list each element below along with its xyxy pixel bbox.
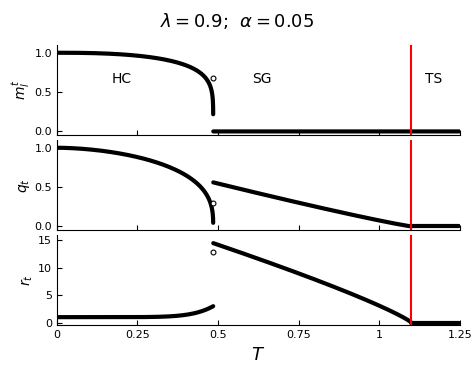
- X-axis label: $T$: $T$: [251, 346, 265, 364]
- Text: HC: HC: [111, 72, 131, 86]
- Text: TS: TS: [425, 72, 442, 86]
- Y-axis label: $m_l^t$: $m_l^t$: [10, 80, 32, 100]
- Text: SG: SG: [253, 72, 272, 86]
- Y-axis label: $r_t$: $r_t$: [20, 274, 35, 286]
- Text: $\lambda = 0.9$;  $\alpha = 0.05$: $\lambda = 0.9$; $\alpha = 0.05$: [160, 11, 314, 31]
- Y-axis label: $q_t$: $q_t$: [17, 178, 32, 193]
